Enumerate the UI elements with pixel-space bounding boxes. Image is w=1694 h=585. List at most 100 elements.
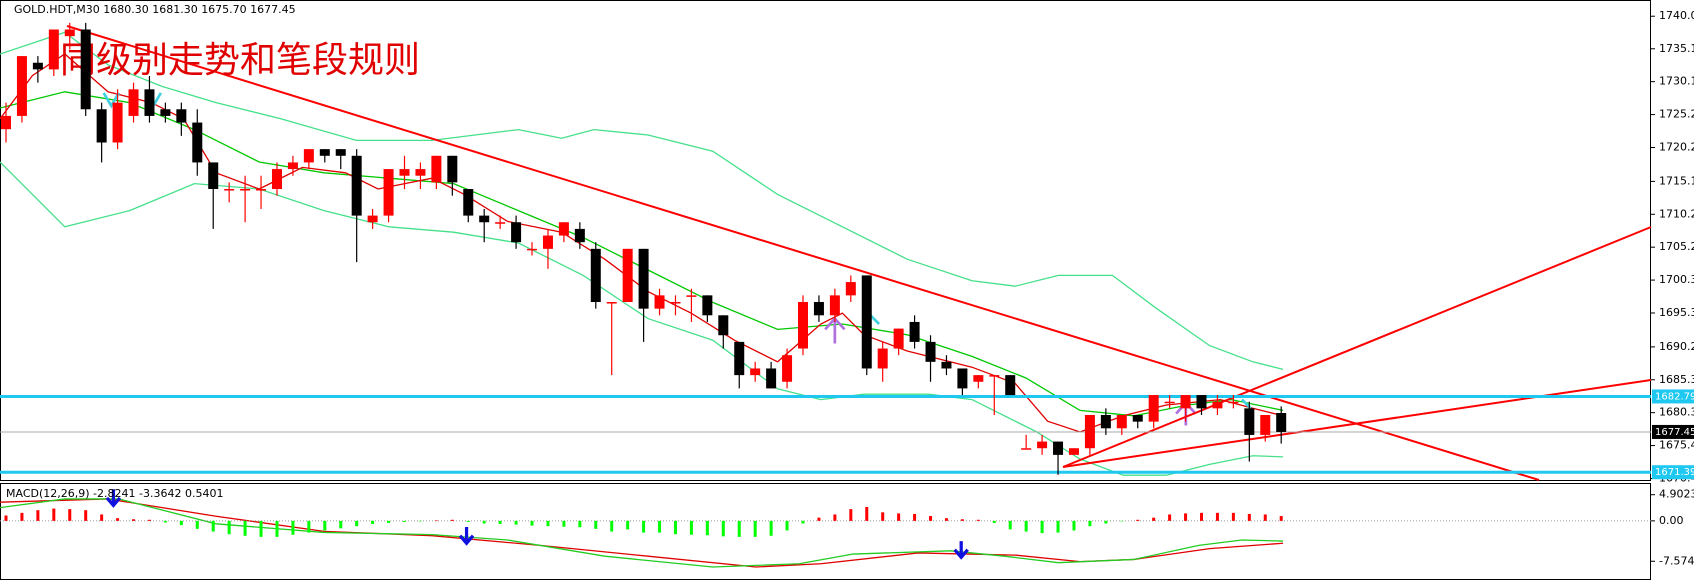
histogram-bar [673,520,677,535]
histogram-bar [243,520,247,536]
lower-band [0,161,1284,476]
candle-body [798,302,808,349]
histogram-bar [1184,513,1188,521]
histogram-bar [626,520,630,530]
histogram-bar [418,520,422,522]
histogram-bar [1152,517,1156,521]
histogram-bar [307,520,311,533]
histogram-bar [323,520,327,531]
candle-body [1068,448,1079,455]
candle-body [415,169,426,176]
histogram-bar [132,519,136,521]
histogram-bar [658,520,662,533]
candle-body [845,282,856,296]
candle-body [367,215,378,223]
y-tick-label: 1725.20 [1659,108,1694,121]
price-label-box [1652,465,1694,480]
candle-body [1244,408,1255,435]
candle-body [144,89,155,116]
candle-body [511,222,522,243]
candle-body [941,361,952,369]
candle-body [686,295,697,297]
candle-body [479,215,490,223]
histogram-bar [913,513,917,521]
candle-body [1005,375,1016,396]
y-tick-label: 1680.35 [1659,406,1694,419]
histogram-bar [1247,513,1251,521]
histogram-bar [737,520,741,537]
candle-body [431,155,442,183]
candle-body [463,189,474,216]
histogram-bar [865,506,869,521]
histogram-bar [1024,520,1028,532]
candle-body [303,149,314,163]
candle-body [1164,401,1175,404]
histogram-bar [1231,512,1235,521]
candle-body [654,295,665,309]
histogram-bar [466,520,470,522]
signal-arrows [105,489,969,560]
histogram-bar [721,520,725,537]
histogram-bar [801,520,805,524]
y-tick-label: 1700.30 [1659,273,1694,286]
candle-body [877,348,888,369]
candle-body [702,295,713,316]
candle-body [813,302,824,316]
histogram-bar [36,510,40,521]
candle-body [606,302,617,304]
histogram-bar [610,520,614,532]
candle-body [112,102,123,143]
candle-body [256,189,267,191]
candle-body [909,321,920,342]
candle-body [1100,414,1111,429]
candle-body [1084,414,1095,449]
histogram-bar [100,514,104,521]
candle-body [782,355,793,382]
histogram-bar [944,518,948,521]
histogram-bar [530,520,534,526]
candle-body [240,189,251,191]
histogram-bar [482,520,486,524]
histogram-bar [434,520,438,521]
candle-body [718,315,729,336]
candle-body [1037,441,1048,449]
candle-body [1132,414,1143,422]
candle-body [335,149,346,156]
candle-body [1260,414,1271,435]
candle-body [734,341,745,376]
candle-body [447,155,458,183]
histogram-bar [1056,520,1060,533]
histogram-bar [1104,520,1108,524]
y-tick-label: 4.9023 [1659,488,1694,501]
candle-body [16,56,27,116]
histogram-bar [84,510,88,521]
candle-body [542,235,553,249]
candle-body [750,368,761,376]
candle-body [527,248,538,251]
y-tick-label: 1720.25 [1659,140,1694,153]
histogram-bar [976,519,980,521]
y-tick-label: 1710.20 [1659,207,1694,220]
histogram-bar [1072,520,1076,531]
price-label: 1682.79 [1655,391,1694,402]
histogram-bar [514,520,518,525]
y-tick-label: 1730.15 [1659,75,1694,88]
histogram-bar [960,519,964,521]
candle-body [80,29,91,110]
price-label-box [1652,389,1694,404]
candle-body [973,375,984,382]
y-tick-label: 1715.15 [1659,174,1694,187]
down-arrow [105,489,122,508]
histogram-bar [1120,520,1124,522]
candle-body [176,109,187,123]
candle-body [32,62,43,70]
candle-body [1053,441,1064,455]
candle-body [1212,401,1223,409]
histogram-bar [992,520,996,523]
histogram-bar [52,508,56,521]
down-arrow [953,541,969,560]
macd-main [0,498,1284,568]
candle-body [1,115,11,130]
candle-body [670,302,681,304]
